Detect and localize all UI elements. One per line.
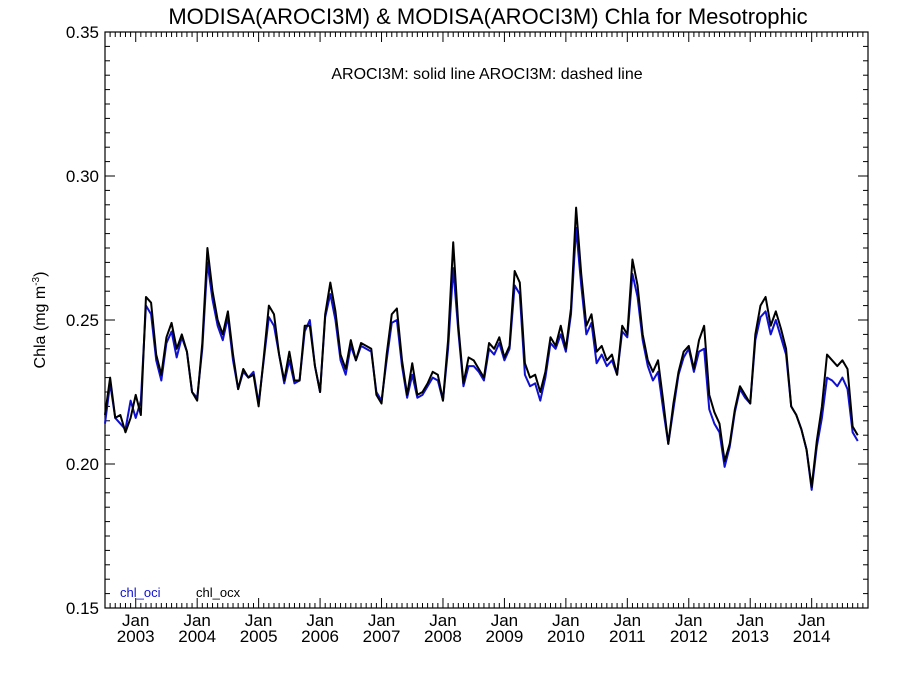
x-tick-month-label: Jan	[798, 611, 825, 630]
x-tick-month-label: Jan	[675, 611, 702, 630]
x-tick-year-label: 2013	[731, 627, 769, 646]
x-tick-year-label: 2008	[424, 627, 462, 646]
x-tick-month-label: Jan	[552, 611, 579, 630]
x-tick-month-label: Jan	[429, 611, 456, 630]
x-tick-month-label: Jan	[122, 611, 149, 630]
series-line-chl-oci	[104, 226, 859, 491]
y-axis-label-sup: -3	[31, 276, 42, 285]
x-tick-month-label: Jan	[737, 611, 764, 630]
x-tick-month-label: Jan	[614, 611, 641, 630]
x-tick-year-label: 2004	[178, 627, 216, 646]
legend-chl-oci: chl_oci	[120, 585, 161, 600]
x-tick-month-label: Jan	[183, 611, 210, 630]
x-tick-year-label: 2006	[301, 627, 339, 646]
chart-subtitle: AROCI3M: solid line AROCI3M: dashed line	[331, 66, 642, 83]
y-tick-label: 0.30	[66, 167, 99, 186]
chart-title: MODISA(AROCI3M) & MODISA(AROCI3M) Chla f…	[168, 4, 807, 29]
y-axis-label-close: )	[32, 272, 49, 277]
x-tick-month-label: Jan	[491, 611, 518, 630]
y-tick-label: 0.15	[66, 599, 99, 618]
x-tick-year-label: 2011	[609, 627, 646, 646]
series-line-chl-ocx	[104, 206, 859, 489]
x-tick-year-label: 2009	[486, 627, 524, 646]
plot-frame	[104, 31, 869, 609]
legend: chl_oci chl_ocx	[120, 585, 241, 600]
x-tick-year-label: 2005	[240, 627, 278, 646]
x-tick-month-label: Jan	[368, 611, 395, 630]
x-tick-year-label: 2014	[793, 627, 831, 646]
series-lines	[104, 206, 859, 491]
y-axis-label: Chla (mg m-3)	[31, 272, 49, 369]
y-tick-label: 0.20	[66, 455, 99, 474]
y-axis: 0.15 0.20 0.25 0.30 0.35	[66, 23, 868, 618]
x-tick-year-label: 2003	[117, 627, 155, 646]
x-tick-month-label: Jan	[306, 611, 333, 630]
x-tick-month-label: Jan	[245, 611, 272, 630]
legend-chl-ocx: chl_ocx	[196, 585, 241, 600]
y-tick-label: 0.35	[66, 23, 99, 42]
x-tick-year-label: 2007	[363, 627, 401, 646]
y-axis-label-main: Chla (mg m	[32, 286, 49, 369]
x-axis: Jan2003Jan2004Jan2005Jan2006Jan2007Jan20…	[104, 32, 869, 646]
plot-border	[104, 31, 869, 609]
x-tick-year-label: 2012	[670, 627, 708, 646]
y-tick-label: 0.25	[66, 311, 99, 330]
x-tick-year-label: 2010	[547, 627, 585, 646]
